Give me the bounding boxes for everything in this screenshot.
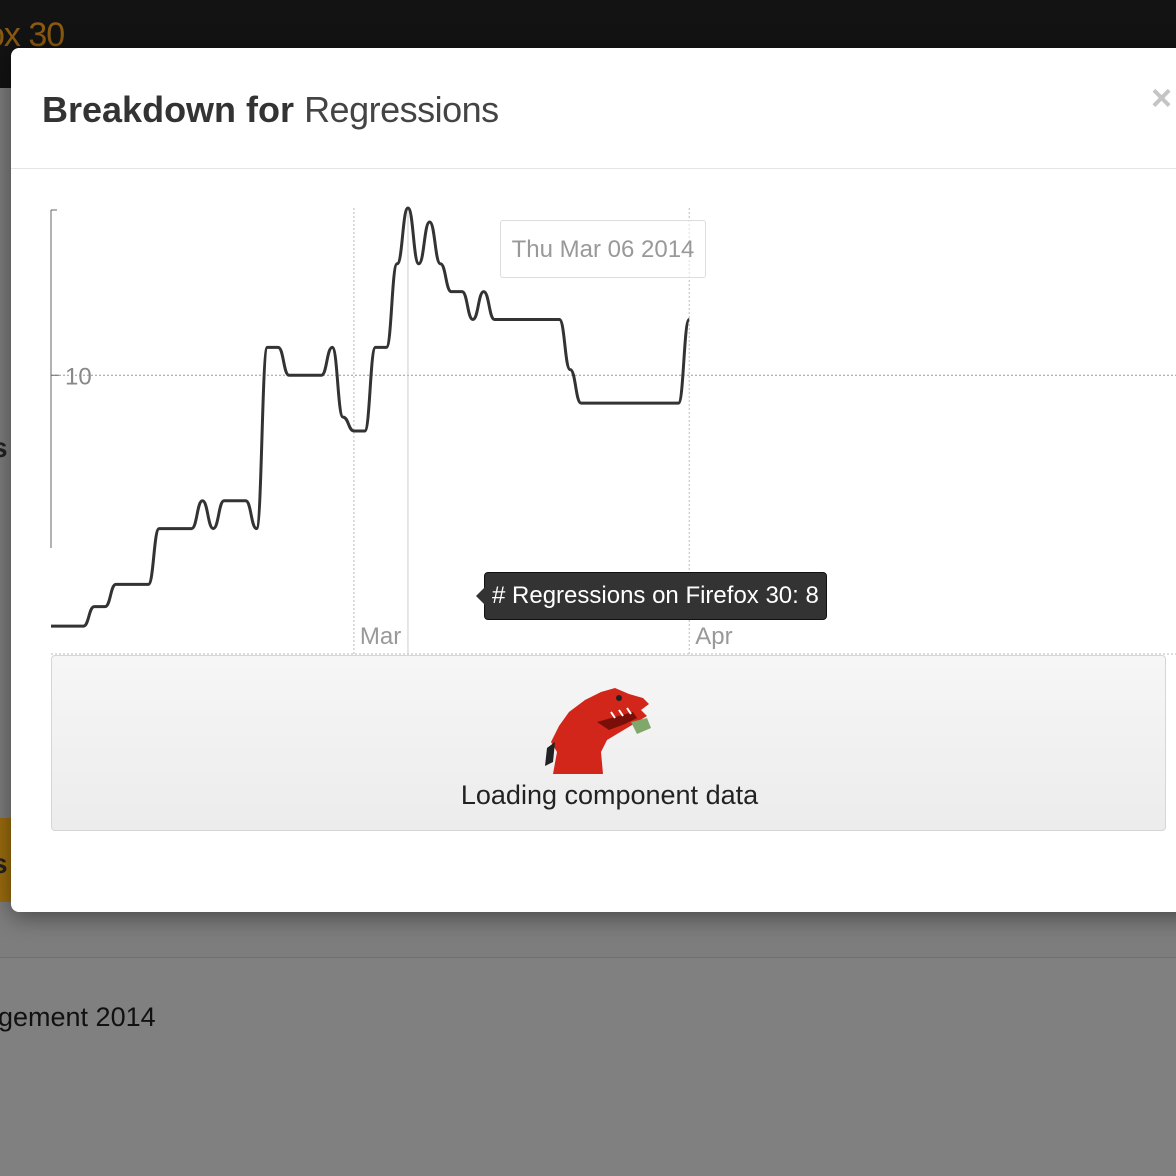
- series-line: [51, 206, 691, 628]
- x-tick-label: Apr: [695, 623, 732, 650]
- y-tick-label: 10: [65, 363, 92, 390]
- close-button[interactable]: ×: [1151, 77, 1173, 118]
- background-divider: [0, 957, 1176, 958]
- modal-header: Breakdown for Regressions ×: [11, 48, 1176, 169]
- x-tick-label: Mar: [360, 623, 401, 650]
- modal-title-metric: Regressions: [304, 89, 499, 130]
- data-tooltip: # Regressions on Firefox 30: 8: [476, 572, 827, 620]
- breakdown-modal: Breakdown for Regressions × 10 Mar Apr Thu…: [11, 48, 1176, 912]
- chart-canvas[interactable]: 10 Mar Apr: [50, 206, 1176, 656]
- background-footer-text: gement 2014: [0, 1002, 156, 1032]
- regressions-chart[interactable]: 10 Mar Apr Thu Mar 06 2014 # Regressions o…: [50, 206, 1176, 656]
- background-side-letter: s: [0, 432, 8, 464]
- modal-title: Breakdown for Regressions: [42, 86, 499, 134]
- background-title: ox 30: [0, 16, 65, 54]
- loading-panel: Loading component data: [51, 655, 1166, 831]
- loading-text: Loading component data: [460, 780, 759, 810]
- background-orange-tab: s: [0, 818, 12, 902]
- modal-title-prefix: Breakdown for: [42, 89, 295, 130]
- dinosaur-icon: [545, 688, 651, 774]
- hover-date-label: Thu Mar 06 2014: [500, 220, 706, 278]
- background-side-letter: s: [0, 848, 8, 880]
